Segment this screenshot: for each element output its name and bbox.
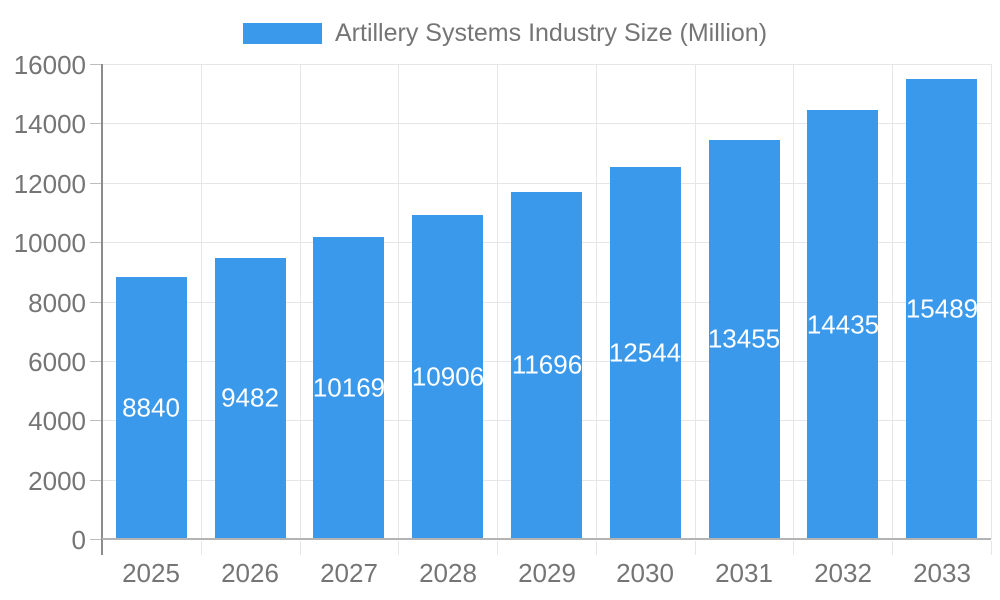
x-axis-tick-label: 2028 [419,558,477,588]
y-axis-tick [90,64,102,65]
gridline-horizontal [102,123,991,124]
gridline-vertical [398,64,399,539]
x-axis-tick-label: 2033 [913,558,971,588]
y-axis-tick-label: 2000 [28,466,86,496]
gridline-vertical [793,64,794,539]
x-axis-tick-label: 2030 [616,558,674,588]
bar-2032[interactable] [807,110,878,538]
y-axis-tick-label: 4000 [28,406,86,436]
x-axis-tick [596,541,597,555]
y-axis-tick [90,361,102,362]
x-axis-tick [793,541,794,555]
legend: Artillery Systems Industry Size (Million… [243,21,767,46]
x-axis-tick [892,541,893,555]
gridline-vertical [596,64,597,539]
bar-value-label: 13455 [707,323,781,354]
y-axis-tick-label: 8000 [28,288,86,318]
y-axis-tick-label: 12000 [13,169,86,199]
x-axis-tick-label: 2031 [715,558,773,588]
y-axis-tick [90,242,102,243]
bar-2029[interactable] [511,192,582,538]
x-axis-tick [497,541,498,555]
bar-2030[interactable] [610,167,681,538]
y-axis-tick [90,302,102,303]
bar-2027[interactable] [313,237,384,538]
bar-2028[interactable] [412,215,483,538]
x-axis-tick-label: 2026 [221,558,279,588]
legend-label: Artillery Systems Industry Size (Million… [335,19,768,47]
x-axis-tick [991,541,992,555]
gridline-vertical [892,64,893,539]
legend-swatch [243,23,322,44]
gridline-vertical [695,64,696,539]
y-axis-tick-label: 14000 [13,109,86,139]
bar-value-label: 10169 [312,372,386,403]
bar-2033[interactable] [906,79,977,538]
bar-2031[interactable] [709,140,780,538]
y-axis-tick [90,539,102,540]
bar-value-label: 11696 [511,349,583,380]
gridline-vertical [991,64,992,539]
y-axis-tick [90,123,102,124]
y-axis-tick-label: 10000 [13,228,86,258]
x-axis-line [102,538,991,540]
x-axis-tick [300,541,301,555]
gridline-vertical [201,64,202,539]
bar-value-label: 8840 [122,392,180,423]
bar-value-label: 9482 [221,382,279,413]
bar-2025[interactable] [116,277,187,538]
x-axis-tick [398,541,399,555]
y-axis-tick-label: 16000 [13,50,86,80]
y-axis-tick-label: 0 [71,525,86,555]
x-axis-tick-label: 2032 [814,558,872,588]
x-axis-tick-label: 2025 [122,558,180,588]
bar-value-label: 10906 [411,361,485,392]
bar-value-label: 15489 [905,293,979,324]
y-axis-line [101,64,103,555]
bar-value-label: 12544 [608,337,682,368]
y-axis-tick-label: 6000 [28,347,86,377]
x-axis-tick-label: 2027 [320,558,378,588]
bar-2026[interactable] [215,258,286,538]
x-axis-tick-label: 2029 [518,558,576,588]
x-axis-tick [201,541,202,555]
gridline-vertical [497,64,498,539]
gridline-horizontal [102,64,991,65]
y-axis-tick [90,183,102,184]
x-axis-tick [695,541,696,555]
y-axis-tick [90,420,102,421]
bar-value-label: 14435 [806,309,880,340]
y-axis-tick [90,480,102,481]
gridline-horizontal [102,183,991,184]
gridline-vertical [300,64,301,539]
